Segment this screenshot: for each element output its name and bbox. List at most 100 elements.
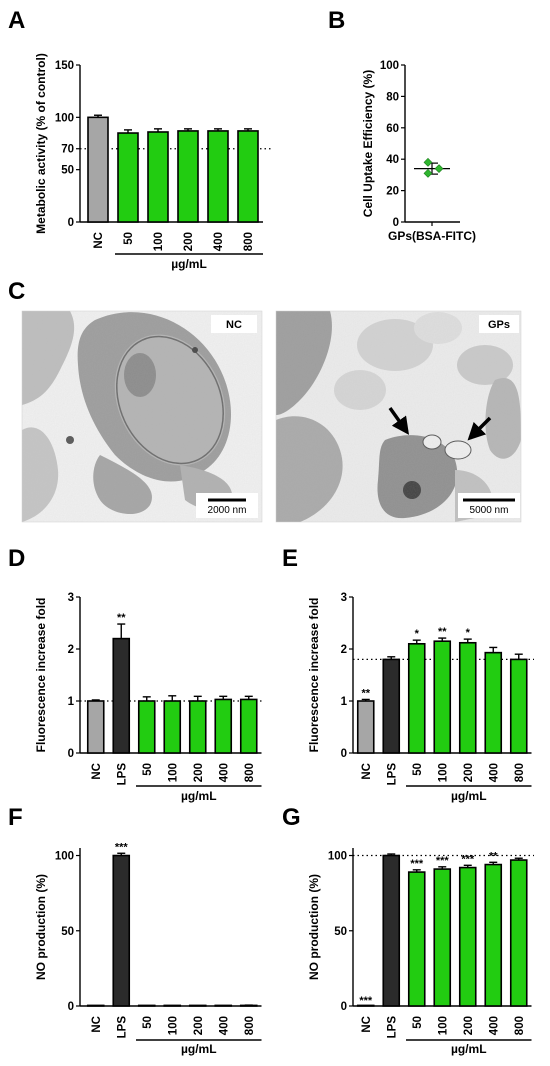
chartg-y-tick-label: 0 [341,1001,347,1013]
chartf-bar [214,1004,233,1007]
charte-y-tick-label: 1 [341,696,348,708]
chartd-y-tick-label: 0 [68,748,74,760]
chartf-x-tick-label: 800 [244,1016,256,1035]
charte-bar [458,641,477,754]
scale-bar-label-gps: 5000 nm [470,505,509,516]
tem-arrow-right [467,416,492,441]
charta-bar [87,116,109,223]
tem-gps-label: GPs [488,319,510,331]
chartf-x-tick-label: 200 [193,1016,205,1035]
chartd-significance: ** [117,612,126,624]
chartf-bar [188,1004,207,1007]
chartg-bar [407,871,426,1007]
chartg-x-tick-label: NC [361,1016,373,1033]
charta-y-tick-label: 0 [68,217,74,229]
charte-y-tick-label: 2 [341,644,347,656]
charte-x-axis-label: µg/mL [451,789,487,803]
charta-bar [117,132,139,223]
chartd-x-tick-label: LPS [116,763,128,786]
chartg-x-tick-label: 800 [514,1016,526,1035]
chart-no-production-f: 0 50 100 NC *** LPS 50 100 200 400 800 µg/mL NO prod… [34,841,262,1056]
chartg-y-tick-label: 100 [328,851,347,863]
chartf-bar [163,1004,182,1007]
chartf-bar [86,1004,105,1007]
tem-image-nc [22,311,262,522]
scale-bar-box-gps [458,493,520,518]
chartb-y-axis-label: Cell Uptake Efficiency (%) [361,70,375,217]
chart-no-production-g: 0 50 100 *** NC LPS *** 50 *** 100 *** 200 ** 400 800 µ… [307,848,534,1056]
tem-nc-label: NC [226,319,242,331]
chartg-x-tick-label: LPS [386,1016,398,1039]
chartf-y-tick-label: 100 [55,851,74,863]
chartg-significance: *** [461,853,475,865]
scale-bar-box-nc [196,493,258,518]
chartd-x-tick-label: 50 [142,763,154,776]
chartg-bar [509,859,528,1007]
charte-x-tick-label: 50 [412,763,424,776]
panel-letter-f: F [8,804,23,831]
charta-y-tick-label: 150 [55,60,74,72]
charte-x-tick-label: 100 [437,763,449,782]
charte-x-tick-label: NC [361,763,373,780]
chartf-bar [137,1004,156,1007]
chartd-x-tick-label: 800 [244,763,256,782]
chartf-x-tick-label: 100 [167,1016,179,1035]
chartf-x-tick-label: 50 [142,1016,154,1029]
chartb-y-tick-label: 20 [386,186,399,198]
chartg-bar [458,866,477,1007]
charta-bar [147,131,169,223]
chart-fluorescence-d: 0 1 2 3 NC ** LPS 50 100 200 400 800 µg/mL Fluorescen… [34,592,262,803]
chartd-y-tick-label: 2 [68,644,74,656]
tem-arrow-left [388,406,410,435]
chartg-x-tick-label: 100 [437,1016,449,1035]
charte-bar [484,651,503,754]
chartd-y-tick-label: 3 [68,592,74,604]
charte-significance: * [415,628,420,640]
charta-y-axis-label: Metabolic activity (% of control) [34,53,48,234]
chartg-y-tick-label: 50 [334,926,347,938]
charta-x-tick-label: 100 [153,232,165,251]
charte-significance: ** [438,626,447,638]
scale-bar-label-nc: 2000 nm [208,505,247,516]
chartf-y-axis-label: NO production (%) [34,874,48,980]
charte-y-tick-label: 0 [341,748,347,760]
charte-x-tick-label: 200 [463,763,475,782]
chartd-bar [239,698,258,754]
chartd-bar [214,698,233,754]
charte-bar [356,700,375,754]
chartf-x-tick-label: 400 [218,1016,230,1035]
chartg-significance: ** [489,850,498,862]
chartg-bar [356,1004,375,1007]
chartd-x-tick-label: 200 [193,763,205,782]
chartb-point [434,164,444,174]
chartg-x-tick-label: 200 [463,1016,475,1035]
chartd-bar [163,700,182,754]
charte-bar [382,658,401,754]
chartg-bar [433,868,452,1007]
chartd-bar [137,700,156,754]
chartd-y-tick-label: 1 [68,696,75,708]
chartd-x-axis-label: µg/mL [181,789,217,803]
charte-x-tick-label: 400 [488,763,500,782]
chartg-bar [484,863,503,1007]
charte-significance: * [466,627,471,639]
chart-metabolic-activity: 0 50 70 100 150 NC 50 100 200 400 800 µg/mL Metaboli… [34,53,272,271]
chartd-bar [188,700,207,754]
charta-x-tick-label: NC [93,232,105,249]
chartb-y-tick-label: 40 [386,154,399,166]
chart-fluorescence-e: 0 1 2 3 ** NC LPS * 50 ** 100 * 200 400 800 µg/mL Fluore… [307,592,534,803]
chartd-y-axis-label: Fluorescence increase fold [34,598,48,753]
chartg-x-tick-label: 50 [412,1016,424,1029]
panel-letter-b: B [328,7,345,34]
charte-x-tick-label: LPS [386,763,398,786]
charta-bar [237,130,259,223]
charta-x-tick-label: 800 [243,232,255,251]
charte-y-tick-label: 3 [341,592,347,604]
chartf-x-axis-label: µg/mL [181,1042,217,1056]
chartg-x-tick-label: 400 [488,1016,500,1035]
charta-bar [207,130,229,223]
chartb-y-tick-label: 60 [386,123,399,135]
chartd-x-tick-label: NC [91,763,103,780]
panel-letter-g: G [282,804,301,831]
